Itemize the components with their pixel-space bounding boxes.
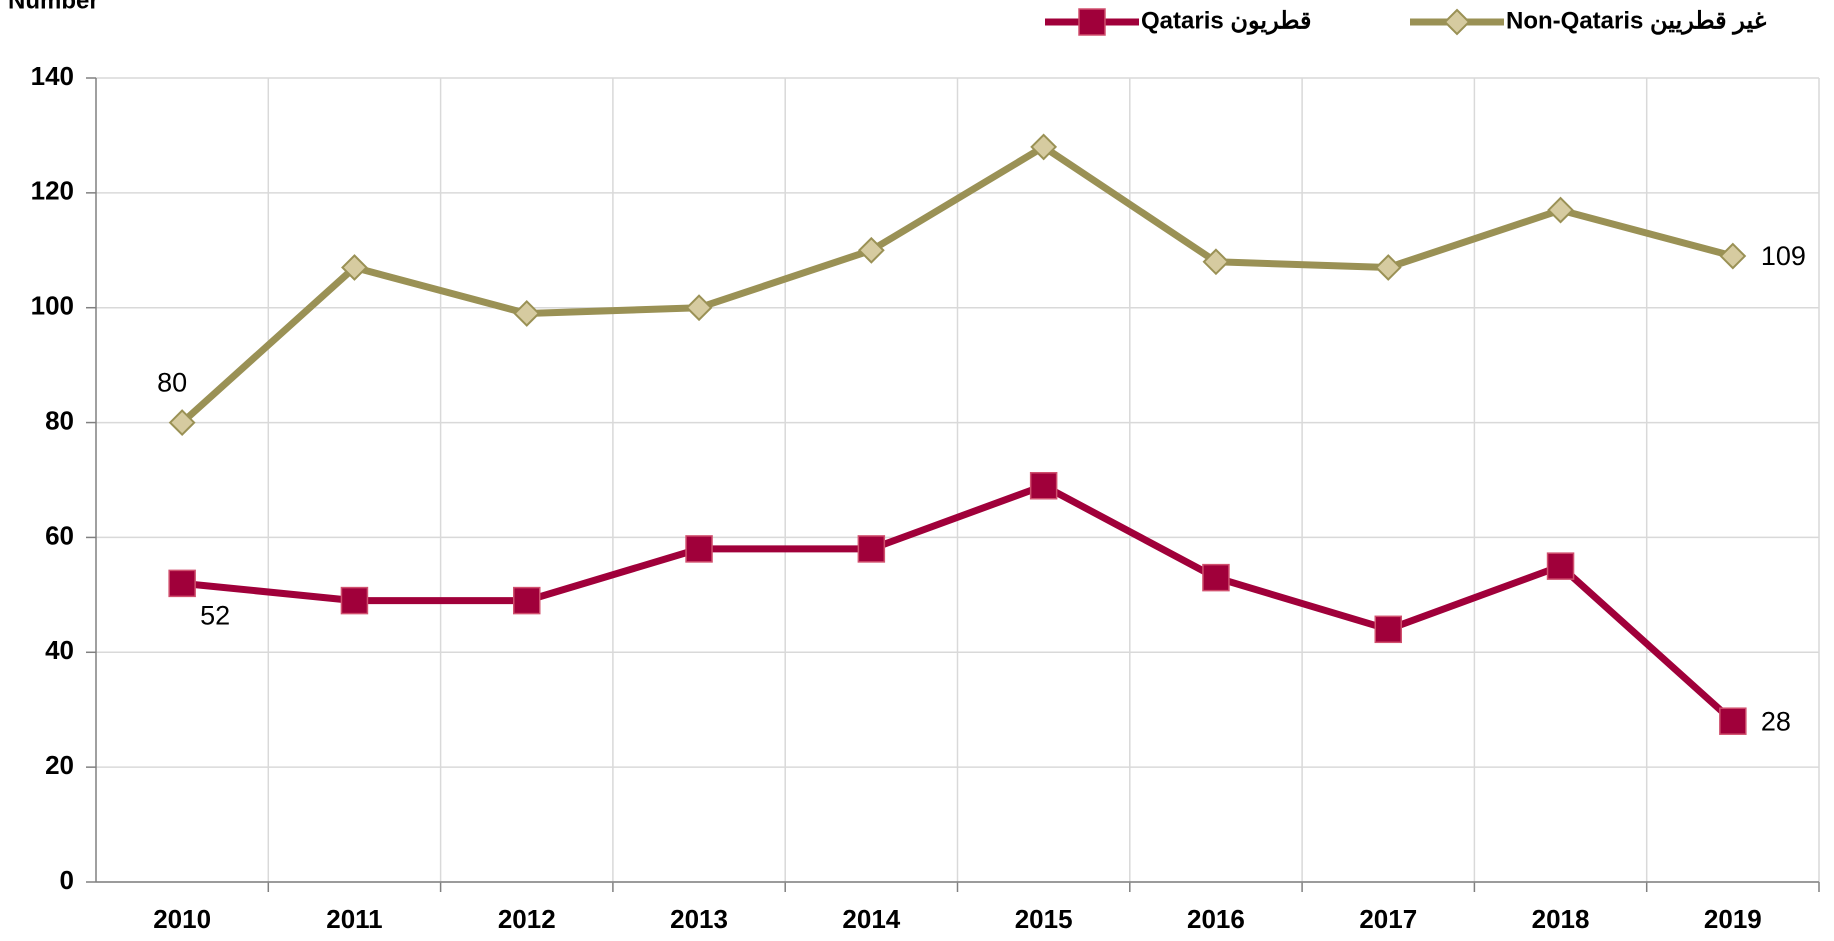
point-marker [1547, 196, 1574, 224]
point-marker [341, 254, 368, 281]
point-marker [1202, 563, 1230, 592]
point-marker [685, 535, 713, 563]
point-marker [513, 300, 541, 327]
point-marker [1374, 615, 1402, 644]
point-marker [513, 586, 541, 615]
legend-label: Non-Qataris غير قطريين [1506, 7, 1767, 35]
x-tick-label: 2015 [1015, 904, 1073, 934]
legend-label: Qataris قطريون [1141, 7, 1312, 35]
x-tick-label: 2011 [326, 904, 382, 934]
y-tick-label: 40 [45, 635, 74, 665]
point-marker [1374, 254, 1402, 281]
y-tick-label: 120 [31, 176, 74, 206]
y-tick-label: 0 [60, 865, 74, 895]
x-tick-label: 2010 [153, 904, 211, 934]
y-tick-label: 20 [45, 750, 74, 780]
y-axis-label: Number [8, 0, 99, 14]
legend-marker [1078, 8, 1106, 36]
x-tick-label: 2016 [1187, 904, 1245, 934]
y-tick-label: 100 [31, 291, 74, 321]
series-line [181, 482, 1736, 724]
data-label: 109 [1761, 241, 1806, 271]
point-marker [857, 236, 885, 264]
series-line [179, 143, 1734, 426]
x-tick-label: 2018 [1532, 904, 1590, 934]
point-marker [1202, 248, 1230, 276]
data-label: 28 [1761, 706, 1791, 736]
x-tick-label: 2017 [1359, 904, 1417, 934]
point-marker [1029, 471, 1058, 500]
point-marker [168, 409, 196, 436]
y-tick-label: 80 [45, 405, 74, 435]
data-label: 52 [200, 600, 230, 630]
y-tick-label: 60 [45, 520, 74, 550]
point-marker [1030, 133, 1058, 161]
x-tick-label: 2013 [670, 904, 728, 934]
point-marker [1546, 552, 1575, 580]
point-marker [857, 535, 886, 563]
x-tick-label: 2014 [842, 904, 900, 934]
y-tick-label: 140 [31, 61, 74, 91]
x-tick-label: 2019 [1704, 904, 1762, 934]
point-marker [340, 586, 369, 615]
x-tick-label: 2012 [498, 904, 556, 934]
legend-marker [1443, 8, 1471, 36]
point-marker [1719, 242, 1747, 270]
point-marker [168, 569, 196, 598]
point-marker [1719, 707, 1747, 735]
point-marker [685, 294, 713, 322]
data-label: 80 [157, 368, 187, 398]
